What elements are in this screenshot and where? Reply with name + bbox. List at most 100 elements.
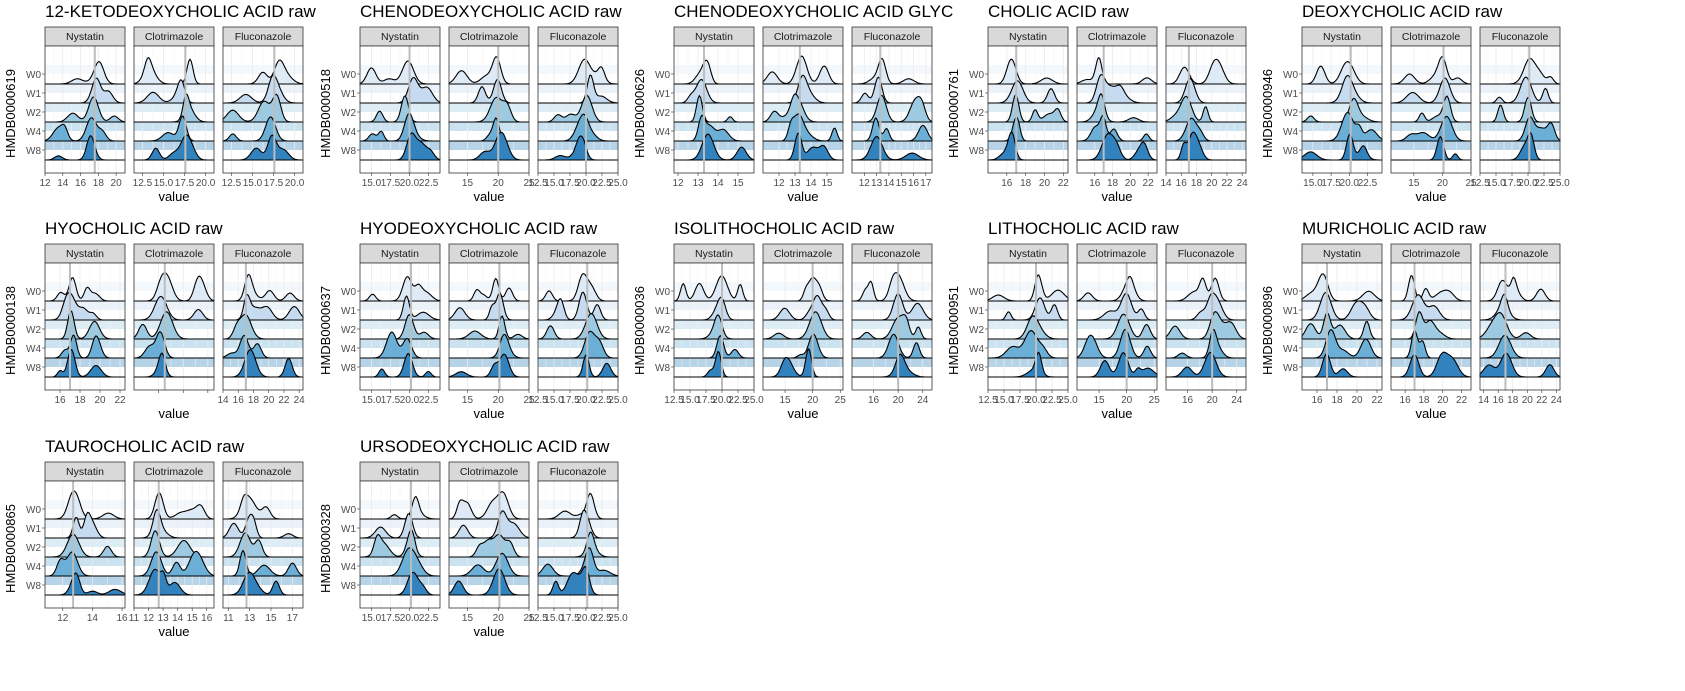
row-label: W4 — [1283, 127, 1298, 138]
x-tick-label: 16 — [1176, 178, 1188, 189]
density-ridge — [222, 59, 304, 85]
x-tick-label: 17.5 — [264, 178, 284, 189]
density-ridge — [1390, 329, 1472, 359]
row-band — [988, 84, 1068, 93]
density-ridge — [1165, 351, 1247, 378]
row-label: W2 — [341, 108, 356, 119]
x-tick-label: 20 — [263, 395, 275, 406]
x-tick-label: 20 — [94, 395, 106, 406]
density-ridge — [987, 116, 1069, 142]
row-band — [1077, 103, 1157, 112]
row-label: W2 — [341, 325, 356, 336]
panel-background — [1302, 46, 1382, 173]
x-tick-label: 16 — [868, 395, 880, 406]
row-label: W8 — [26, 146, 41, 157]
density-ridge — [1390, 95, 1472, 123]
density-ridge — [673, 296, 755, 321]
density-ridge — [44, 533, 126, 558]
x-tick-label: 20.0 — [285, 178, 305, 189]
panel-border — [1165, 45, 1247, 174]
density-ridge — [1390, 136, 1472, 161]
panel-background — [223, 481, 303, 608]
row-label: W0 — [26, 505, 41, 516]
facet-label: Fluconazole — [550, 31, 607, 43]
x-tick-label: 15.0 — [1303, 178, 1323, 189]
x-tick-label: 20 — [493, 178, 505, 189]
y-axis-title: HMDB0000036 — [632, 286, 647, 375]
density-ridge — [1165, 95, 1247, 123]
row-label: W4 — [655, 344, 670, 355]
density-ridge — [1301, 273, 1383, 302]
density-ridge — [448, 315, 530, 340]
panel-border — [448, 480, 530, 609]
x-tick-label: 25 — [523, 178, 535, 189]
panel-border — [1301, 45, 1383, 174]
row-band — [223, 358, 303, 367]
row-band — [449, 339, 529, 348]
density-ridge — [1390, 311, 1472, 340]
density-ridge — [222, 93, 304, 123]
row-label: W2 — [969, 325, 984, 336]
facet-label: Clotrimazole — [145, 466, 204, 478]
x-tick-label: 20.0 — [400, 613, 420, 624]
x-tick-label: 20 — [1125, 178, 1137, 189]
density-ridge — [762, 276, 844, 302]
row-band — [449, 103, 529, 112]
row-label: W4 — [1283, 344, 1298, 355]
row-label: W8 — [1283, 363, 1298, 374]
row-band — [1302, 103, 1382, 112]
density-ridge — [537, 58, 619, 85]
row-label: W4 — [655, 127, 670, 138]
x-tick-label: 12.5 — [528, 613, 548, 624]
row-band — [1166, 141, 1246, 150]
density-ridge — [359, 132, 441, 161]
x-tick-label: 20 — [1121, 395, 1133, 406]
panel-border — [359, 480, 441, 609]
row-label: W1 — [655, 89, 670, 100]
y-axis-title: HMDB0000138 — [3, 286, 18, 375]
x-tick-label: 20 — [493, 395, 505, 406]
chart-1: CHENODEOXYCHOLIC ACID raw HMDB0000518 W0 W1… — [318, 2, 628, 204]
row-band — [1302, 320, 1382, 329]
panel-border — [359, 45, 441, 174]
x-tick-label: 16 — [1400, 395, 1412, 406]
x-tick-label: 17.5 — [560, 395, 580, 406]
density-ridge — [359, 331, 441, 359]
row-band — [45, 301, 125, 310]
row-label: W2 — [26, 108, 41, 119]
x-tick-label: 16 — [1001, 178, 1013, 189]
x-tick-label: 15.0 — [544, 613, 564, 624]
panel-background — [763, 263, 843, 390]
density-ridge — [1301, 312, 1383, 340]
y-axis-title: HMDB0000946 — [1260, 69, 1275, 158]
facet-label: Nystatin — [1323, 31, 1361, 43]
row-band — [449, 320, 529, 329]
panel-border — [133, 480, 215, 609]
density-ridge — [1301, 292, 1383, 321]
density-ridge — [133, 295, 215, 321]
x-tick-label: 15 — [462, 613, 474, 624]
x-tick-label: 17.5 — [381, 395, 401, 406]
row-band — [988, 122, 1068, 131]
x-tick-label: 16 — [75, 178, 87, 189]
x-tick-label: 22.5 — [592, 178, 612, 189]
panel-border — [222, 480, 304, 609]
density-ridge — [448, 56, 530, 85]
row-band — [1391, 141, 1471, 150]
density-ridge — [359, 295, 441, 321]
row-band — [988, 65, 1068, 74]
density-ridge — [1301, 353, 1383, 378]
row-label: W4 — [26, 344, 41, 355]
facet-label: Fluconazole — [550, 466, 607, 478]
x-tick-label: 12.5 — [528, 395, 548, 406]
x-tick-label: 15 — [732, 178, 744, 189]
x-tick-label: 17.5 — [560, 613, 580, 624]
density-ridge — [1301, 133, 1383, 161]
density-ridge — [222, 293, 304, 321]
x-tick-label: 15.0 — [362, 395, 382, 406]
density-ridge — [537, 135, 619, 161]
density-ridge — [1076, 275, 1158, 302]
x-axis-title: value — [1101, 406, 1132, 421]
facet-label: Clotrimazole — [145, 248, 204, 260]
